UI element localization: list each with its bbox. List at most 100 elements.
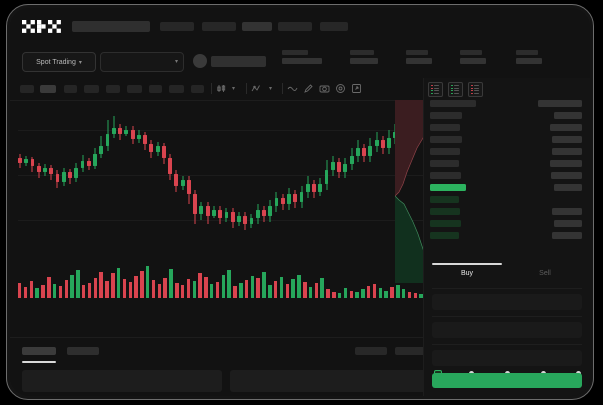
orderbook-amount-cell <box>552 148 582 155</box>
candle <box>380 106 385 254</box>
chart-gridline <box>18 130 431 131</box>
candle <box>330 106 335 254</box>
buy-sell-tabs: Buy Sell <box>424 262 590 286</box>
orderbook-row[interactable] <box>424 100 590 107</box>
orders-panel-right[interactable] <box>230 370 428 392</box>
tab-sell[interactable]: Sell <box>539 270 551 277</box>
active-tab-indicator <box>22 361 56 363</box>
tab-order-history[interactable] <box>67 347 99 355</box>
indicator-icon[interactable] <box>251 83 262 94</box>
candle <box>86 106 91 254</box>
orders-action-2[interactable] <box>395 347 427 355</box>
interval-pill-7[interactable] <box>149 85 162 93</box>
stat-low <box>460 50 486 64</box>
orders-action-1[interactable] <box>355 347 387 355</box>
interval-pill-9[interactable] <box>191 85 204 93</box>
camera-icon[interactable] <box>319 83 330 94</box>
orderbook-row[interactable] <box>424 160 590 167</box>
volume-bar <box>337 292 342 298</box>
price-field[interactable] <box>432 294 582 310</box>
orderbook-row[interactable] <box>424 220 590 227</box>
candle <box>55 106 60 254</box>
stat-high <box>406 50 432 64</box>
interval-pill-3[interactable] <box>64 85 77 93</box>
interval-pill-2[interactable] <box>40 85 56 93</box>
interval-pill-5[interactable] <box>106 85 120 93</box>
pair-selector[interactable]: ▾ <box>100 52 184 72</box>
chart-toolbar: ▾ ▾ <box>10 78 590 101</box>
candle <box>155 106 160 254</box>
orderbook-row[interactable] <box>424 196 590 203</box>
interval-pill-1[interactable] <box>20 85 34 93</box>
volume-bar <box>58 286 63 298</box>
nav-item-2[interactable] <box>202 22 236 31</box>
pencil-icon[interactable] <box>303 83 314 94</box>
orderbook-both-icon[interactable] <box>428 82 443 97</box>
volume-bar <box>314 283 319 298</box>
submit-buy-button[interactable] <box>432 373 582 388</box>
form-divider <box>432 344 582 345</box>
candle <box>318 106 323 254</box>
interval-pill-4[interactable] <box>84 85 99 93</box>
wave-line-icon[interactable] <box>287 83 298 94</box>
candle <box>243 106 248 254</box>
orderbook-row[interactable] <box>424 172 590 179</box>
fullscreen-icon[interactable] <box>351 83 362 94</box>
orderbook-row[interactable] <box>424 184 590 191</box>
candle-body <box>168 158 173 174</box>
nav-item-1[interactable] <box>160 22 194 31</box>
total-field[interactable] <box>432 350 582 366</box>
candle <box>61 106 66 254</box>
volume-bar <box>361 289 365 298</box>
tab-buy[interactable]: Buy <box>460 270 474 277</box>
candle <box>218 106 223 254</box>
orderbook-price-cell <box>430 232 459 239</box>
interval-pill-6[interactable] <box>127 85 142 93</box>
orderbook-rows <box>424 100 590 258</box>
orderbook-amount-cell <box>552 136 582 143</box>
volume-bar <box>87 283 92 298</box>
tab-open-orders[interactable] <box>22 347 56 355</box>
orderbook-row[interactable] <box>424 208 590 215</box>
orderbook-row[interactable] <box>424 124 590 131</box>
nav-item-5[interactable] <box>320 22 348 31</box>
orderbook-price-cell <box>430 220 461 227</box>
volume-bar <box>227 270 231 298</box>
orders-panel-left[interactable] <box>22 370 222 392</box>
candle <box>93 106 97 254</box>
candle-body <box>230 212 235 222</box>
nav-item-3[interactable] <box>242 22 272 31</box>
candle-body <box>237 216 241 222</box>
orderbook-row[interactable] <box>424 112 590 119</box>
okx-logo-icon[interactable] <box>22 20 64 33</box>
orderbook-row[interactable] <box>424 136 590 143</box>
candle-body <box>287 194 291 204</box>
search-input[interactable] <box>72 21 150 32</box>
orderbook-asks-icon[interactable] <box>468 82 483 97</box>
orderbook-bids-icon[interactable] <box>448 82 463 97</box>
amount-field[interactable] <box>432 322 582 338</box>
price-chart[interactable] <box>10 100 435 338</box>
toolbar-divider <box>246 83 247 94</box>
orderbook-price-cell <box>430 112 462 119</box>
orderbook-price-cell <box>430 124 460 131</box>
interval-pill-8[interactable] <box>169 85 184 93</box>
candle <box>224 106 229 254</box>
candle-type-icon[interactable] <box>216 83 227 94</box>
orderbook-amount-cell <box>552 208 582 215</box>
trading-mode-selector[interactable]: Spot Trading ▾ <box>22 52 96 72</box>
chevron-down-icon[interactable]: ▾ <box>269 86 273 92</box>
candle <box>161 106 166 254</box>
nav-item-4[interactable] <box>278 22 312 31</box>
candle-body <box>255 210 260 218</box>
chevron-down-icon: ▾ <box>174 59 178 65</box>
volume-bar <box>29 280 34 298</box>
orderbook-row[interactable] <box>424 148 590 155</box>
chevron-down-icon[interactable]: ▾ <box>232 86 236 92</box>
volume-bar <box>215 282 220 298</box>
orderbook-row[interactable] <box>424 232 590 239</box>
candle-body <box>224 212 229 218</box>
orderbook-panel: Buy Sell <box>423 78 590 396</box>
stat-volume <box>516 50 542 64</box>
settings-icon[interactable] <box>335 83 346 94</box>
